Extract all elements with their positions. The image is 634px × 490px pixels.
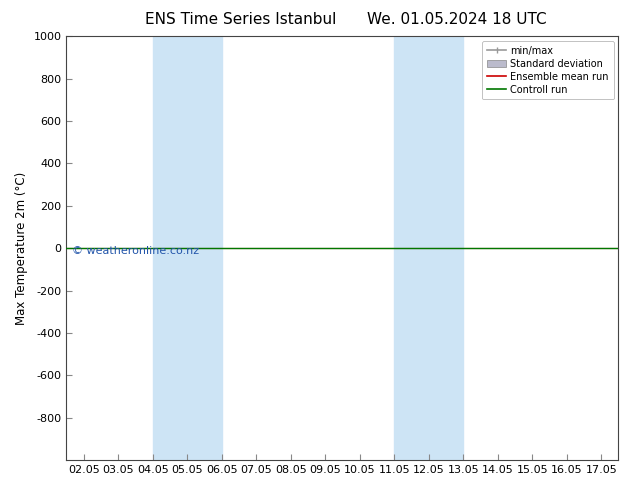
Y-axis label: Max Temperature 2m (°C): Max Temperature 2m (°C) xyxy=(15,172,28,325)
Legend: min/max, Standard deviation, Ensemble mean run, Controll run: min/max, Standard deviation, Ensemble me… xyxy=(482,41,614,99)
Bar xyxy=(153,36,222,460)
Text: We. 01.05.2024 18 UTC: We. 01.05.2024 18 UTC xyxy=(366,12,547,27)
Text: © weatheronline.co.nz: © weatheronline.co.nz xyxy=(72,246,199,256)
Text: ENS Time Series Istanbul: ENS Time Series Istanbul xyxy=(145,12,337,27)
Bar xyxy=(394,36,463,460)
